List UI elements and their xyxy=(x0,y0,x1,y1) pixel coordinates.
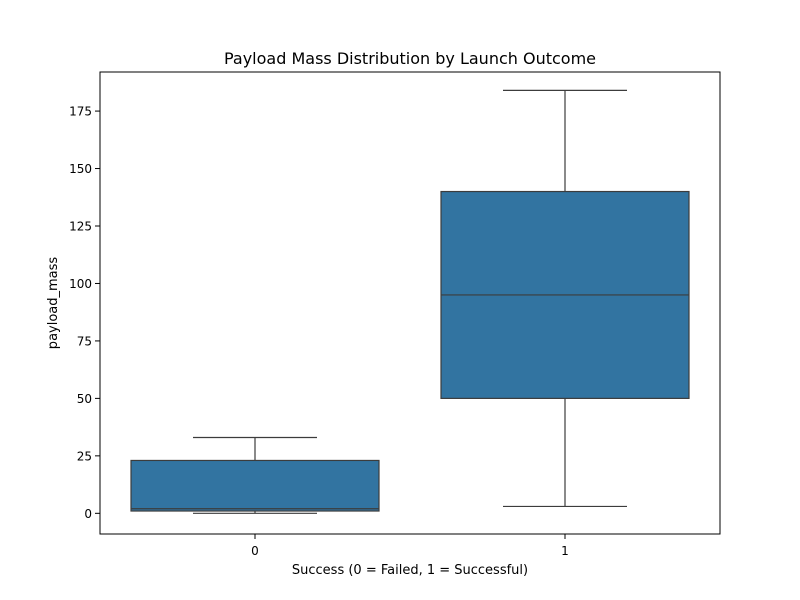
chart-title: Payload Mass Distribution by Launch Outc… xyxy=(224,49,596,68)
y-tick-label: 75 xyxy=(77,334,92,348)
plot-area-frame xyxy=(99,71,721,535)
x-axis-label: Success (0 = Failed, 1 = Successful) xyxy=(292,563,528,578)
x-tick-label: 0 xyxy=(251,544,259,558)
y-axis-label: payload_mass xyxy=(46,257,61,350)
y-tick-label: 0 xyxy=(84,507,92,521)
y-tick-label: 100 xyxy=(69,277,92,291)
y-tick-label: 25 xyxy=(77,449,92,463)
y-tick-label: 175 xyxy=(69,105,92,119)
y-tick-label: 150 xyxy=(69,162,92,176)
box-group-1 xyxy=(440,89,690,508)
y-tick-label: 125 xyxy=(69,220,92,234)
y-axis: 0 25 50 75 100 125 150 175 xyxy=(69,105,100,521)
x-tick-label: 1 xyxy=(561,544,569,558)
iqr-box xyxy=(130,459,380,512)
plot-marks xyxy=(130,89,690,514)
box-group-0 xyxy=(130,436,380,514)
y-tick-label: 50 xyxy=(77,392,92,406)
